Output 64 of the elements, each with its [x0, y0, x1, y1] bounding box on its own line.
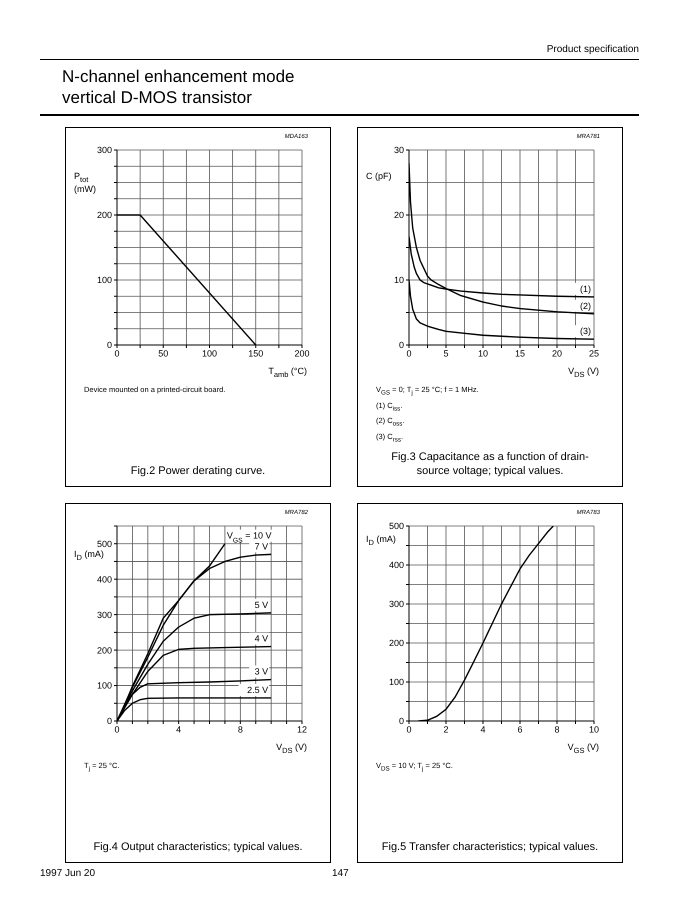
text: 1997 Jun 20 [40, 868, 96, 879]
y-tick-label: 300 [96, 145, 112, 156]
x-tick-label: 10 [588, 724, 600, 734]
text: Fig.5 Transfer characteristics; typical values. [380, 840, 600, 854]
x-tick-label: 100 [202, 348, 218, 358]
x-tick-label: 50 [158, 348, 168, 358]
x-tick-label: 0 [406, 348, 412, 358]
y-axis-title: C (pF) [366, 170, 392, 182]
series-label: (3) [580, 326, 591, 336]
x-tick-label: 8 [238, 724, 243, 734]
x-tick-label: 200 [294, 348, 310, 358]
x-tick-label: 25 [588, 348, 600, 358]
y-tick-label: 200 [96, 645, 112, 656]
y-tick-label: 500 [96, 538, 112, 549]
x-tick-label: 4 [176, 724, 182, 734]
text: Fig.2 Power derating curve. [130, 464, 266, 478]
x-tick-label: 20 [552, 348, 562, 358]
x-tick-label: 8 [554, 724, 560, 734]
series-label: 3 V [254, 666, 268, 677]
y-tick-label: 300 [96, 610, 112, 620]
y-tick-label: 100 [96, 680, 112, 691]
x-tick-label: 10 [478, 348, 488, 358]
text: Product specification [546, 44, 639, 55]
y-tick-label: 100 [96, 275, 112, 286]
x-axis-title: V$_{DS}$ (V) [275, 742, 307, 755]
x-tick-label: 5 [443, 348, 449, 358]
y-axis-title: I$_{D}$ (mA) [366, 534, 396, 548]
x-axis-title: V$_{GS}$ (V) [566, 742, 599, 755]
y-tick-label: 400 [388, 560, 404, 570]
series-label: 5 V [254, 600, 268, 610]
x-tick-label: 4 [480, 724, 486, 734]
x-tick-label: 15 [514, 348, 526, 358]
y-tick-label: 0 [106, 716, 112, 726]
y-axis-title: P$_{tot}$ (mW) [74, 170, 97, 196]
series-label: (1) [580, 284, 591, 294]
x-tick-label: 2 [443, 724, 449, 734]
x-tick-label: 6 [517, 724, 523, 734]
y-tick-label: 200 [96, 210, 112, 220]
y-tick-label: 20 [394, 210, 404, 220]
y-tick-label: 30 [394, 145, 404, 156]
text: N-channel enhancement mode vertical D-MOS transistor [62, 66, 296, 108]
x-tick-label: 0 [114, 724, 120, 734]
series-label: (2) [580, 300, 591, 311]
y-tick-label: 400 [96, 574, 112, 584]
x-tick-label: 0 [114, 348, 120, 358]
y-tick-label: 10 [394, 275, 404, 286]
text: Fig.3 Capacitance as a function of drain-source voltage; typical values. [390, 450, 590, 478]
y-tick-label: 200 [388, 638, 404, 648]
x-axis-title: V$_{DS}$ (V) [567, 366, 599, 379]
y-tick-label: 100 [388, 677, 404, 688]
x-tick-label: 12 [296, 724, 308, 734]
y-tick-label: 0 [106, 340, 112, 350]
x-axis-title: T$_{amb}$ (°C) [267, 366, 307, 379]
x-tick-label: 150 [248, 348, 264, 358]
y-axis-title: I$_{D}$ (mA) [74, 549, 104, 564]
text: Fig.4 Output characteristics; typical values. [92, 840, 304, 854]
series-label: 4 V [254, 634, 268, 644]
y-tick-label: 0 [398, 716, 404, 726]
y-tick-label: 300 [388, 599, 404, 610]
x-tick-label: 0 [406, 724, 412, 734]
y-tick-label: 500 [388, 521, 404, 532]
series-label: 2.5 V [247, 684, 268, 695]
text: 147 [332, 868, 349, 879]
y-tick-label: 0 [398, 340, 404, 350]
